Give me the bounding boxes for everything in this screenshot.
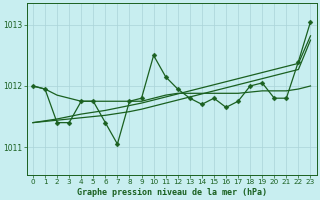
X-axis label: Graphe pression niveau de la mer (hPa): Graphe pression niveau de la mer (hPa) bbox=[77, 188, 267, 197]
